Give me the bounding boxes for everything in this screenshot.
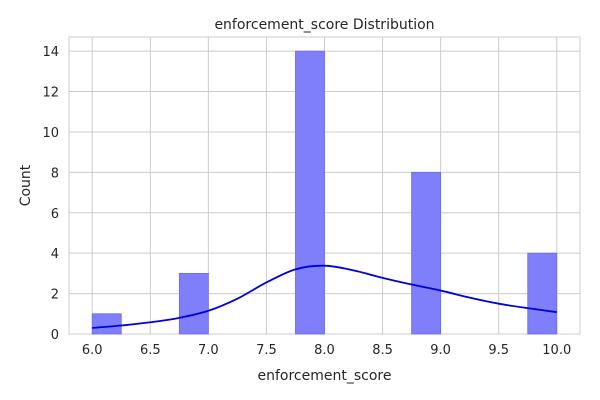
y-tick-label: 4 bbox=[51, 247, 59, 262]
x-tick-label: 9.5 bbox=[488, 343, 509, 358]
y-tick-label: 2 bbox=[51, 288, 59, 303]
y-tick-label: 14 bbox=[42, 45, 59, 60]
histogram-bar-4 bbox=[527, 252, 558, 335]
y-tick-label: 6 bbox=[51, 207, 59, 222]
x-tick-label: 10.0 bbox=[542, 343, 571, 358]
histogram-bar-2 bbox=[295, 50, 325, 335]
y-tick-label: 12 bbox=[42, 86, 59, 101]
histogram-bars bbox=[91, 50, 558, 335]
x-tick-label: 7.5 bbox=[256, 343, 277, 358]
histogram-bar-0 bbox=[91, 313, 122, 335]
kde-line bbox=[92, 264, 557, 329]
y-tick-label: 10 bbox=[42, 126, 59, 141]
x-tick-label: 8.0 bbox=[314, 343, 335, 358]
y-axis-label: Count bbox=[18, 164, 34, 206]
x-tick-label: 6.0 bbox=[82, 343, 103, 358]
x-tick-label: 6.5 bbox=[140, 343, 161, 358]
y-tick-label: 8 bbox=[51, 166, 59, 181]
chart-title: enforcement_score Distribution bbox=[214, 17, 434, 33]
histogram-bar-1 bbox=[178, 272, 209, 335]
x-tick-label: 7.0 bbox=[198, 343, 219, 358]
histogram-bar-3 bbox=[411, 171, 442, 335]
x-axis-label: enforcement_score bbox=[258, 368, 392, 384]
x-tick-label: 8.5 bbox=[372, 343, 393, 358]
kde-curve-group bbox=[92, 264, 557, 329]
y-tick-label: 0 bbox=[51, 328, 59, 343]
x-axis-ticks: 6.0 6.5 7.0 7.5 8.0 8.5 9.0 9.5 10.0 bbox=[82, 343, 571, 358]
y-axis-ticks: 0 2 4 6 8 10 12 14 bbox=[42, 45, 59, 343]
x-tick-label: 9.0 bbox=[430, 343, 451, 358]
